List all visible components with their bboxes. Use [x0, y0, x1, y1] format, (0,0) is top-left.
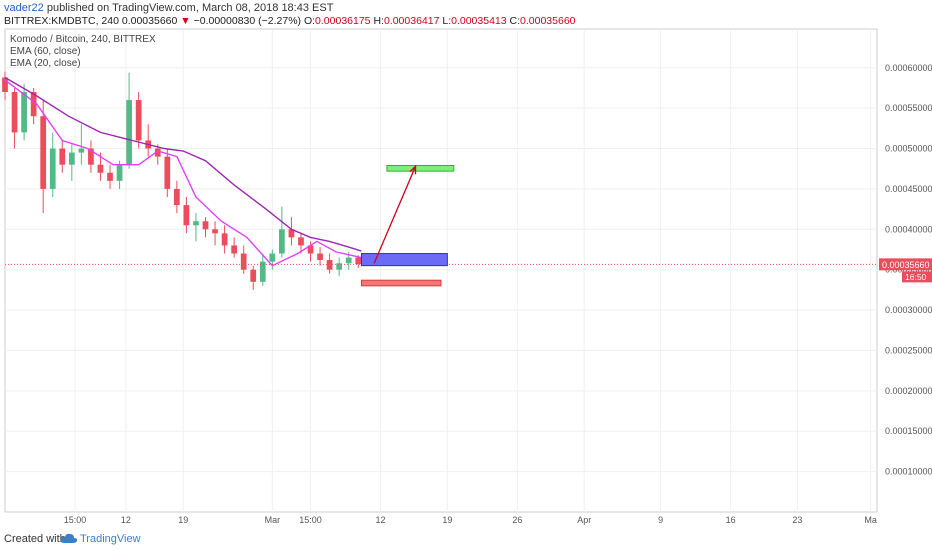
x-tick-label: Ma — [864, 515, 877, 525]
close-value: 0.00035660 — [520, 15, 576, 27]
high-value: 0.00036417 — [383, 15, 440, 27]
y-tick-label: 0.00030000 — [885, 305, 932, 315]
footer: Created with TradingView — [0, 528, 932, 550]
low-label: L: — [442, 15, 452, 27]
close-label: C: — [509, 15, 521, 27]
x-tick-label: Mar — [265, 515, 281, 525]
candle-body — [193, 221, 199, 226]
x-tick-label: 26 — [512, 515, 522, 525]
candle-body — [221, 233, 228, 246]
publish-text: published on TradingView.com, March 08, … — [46, 2, 334, 14]
arrow-head-icon — [409, 164, 417, 175]
y-tick-label: 0.00060000 — [885, 63, 932, 73]
ema20-line — [4, 79, 362, 267]
price-label-bg — [879, 258, 932, 271]
candle-body — [116, 164, 123, 181]
entry-zone-box — [360, 253, 448, 267]
price-chart[interactable]: 0.00060000 0.00055000 0.00050000 0.00045000… — [0, 0, 932, 528]
candle-body — [173, 188, 180, 206]
candle-body — [68, 152, 75, 165]
countdown-label: 16:50 — [905, 272, 927, 282]
candle-body — [345, 257, 352, 264]
target-zone-box — [386, 165, 455, 172]
candle-body — [59, 148, 66, 165]
candle-body — [307, 245, 314, 254]
price-change: −0.00000830 (−2.27%) — [193, 15, 302, 27]
candle-body — [355, 257, 362, 265]
candle-body — [88, 148, 94, 165]
publish-line: vader22 published on TradingView.com, Ma… — [4, 2, 333, 14]
x-tick-label: 16 — [726, 515, 736, 525]
tradingview-link[interactable]: TradingView — [80, 533, 141, 545]
x-tick-label: 19 — [178, 515, 188, 525]
candle-body — [336, 263, 343, 270]
x-tick-label: 12 — [376, 515, 386, 525]
created-with-text: Created with — [4, 533, 66, 545]
symbol-label: BITTREX:KMDBTC, 240 — [4, 15, 119, 27]
candle-body — [49, 148, 56, 189]
down-arrow-icon: ▼ — [180, 15, 191, 27]
candle-body — [279, 229, 285, 254]
candle-body — [164, 156, 171, 189]
x-tick-label: 12 — [121, 515, 131, 525]
candle-body — [269, 253, 276, 262]
x-tick-label: 19 — [442, 515, 452, 525]
high-label: H: — [373, 15, 384, 27]
cloud-icon — [60, 533, 78, 543]
candle-body — [317, 253, 323, 260]
ema60-line — [4, 76, 362, 252]
symbol-line: BITTREX:KMDBTC, 240 0.00035660 ▼ −0.0000… — [4, 15, 576, 27]
candle-body — [231, 245, 238, 254]
x-tick-label: 15:00 — [64, 515, 87, 525]
countdown-bg — [902, 271, 932, 283]
x-tick-label: 15:00 — [299, 515, 322, 525]
candle-body — [183, 205, 190, 226]
open-value: 0.00036175 — [315, 15, 371, 27]
candle-body — [30, 92, 37, 117]
candle-body — [126, 100, 132, 165]
legend-ema20: EMA (20, close) — [10, 58, 81, 69]
author-link[interactable]: vader22 — [4, 2, 44, 14]
y-tick-label: 0.00020000 — [885, 386, 932, 396]
candle-body — [250, 269, 257, 282]
y-tick-label: 0.00010000 — [885, 467, 932, 477]
candle-body — [135, 100, 142, 141]
y-tick-label: 0.00040000 — [885, 224, 932, 234]
chart-header: vader22 published on TradingView.com, Ma… — [0, 0, 932, 28]
last-price: 0.00035660 — [121, 15, 178, 27]
x-tick-label: 23 — [792, 515, 802, 525]
y-tick-label: 0.00050000 — [885, 144, 932, 154]
candle-body — [11, 92, 18, 133]
low-value: 0.00035413 — [451, 15, 507, 27]
candle-body — [288, 229, 295, 238]
candle-body — [212, 229, 218, 234]
candle-body — [107, 172, 113, 181]
candle-body — [40, 116, 47, 189]
x-tick-label: Apr — [577, 515, 591, 525]
candle-body — [240, 253, 247, 270]
legend-title: Komodo / Bitcoin, 240, BITTREX — [10, 34, 156, 45]
y-tick-label: 0.00015000 — [885, 426, 932, 436]
current-price-label: 0.00035660 — [882, 260, 930, 270]
stop-zone-box — [360, 279, 442, 287]
open-label: O: — [303, 15, 316, 27]
candle-body — [2, 77, 8, 92]
candle-body — [78, 148, 85, 153]
candle-body — [298, 237, 304, 246]
y-tick-label: 0.00025000 — [885, 345, 932, 355]
candle-body — [97, 164, 104, 173]
legend-ema60: EMA (60, close) — [10, 46, 81, 57]
candle-body — [202, 221, 209, 230]
candle-body — [259, 261, 266, 282]
candle-body — [21, 92, 27, 133]
target-arrow — [373, 166, 417, 264]
candle-body — [154, 148, 161, 157]
x-tick-label: 9 — [658, 515, 663, 525]
y-tick-label: 0.00045000 — [885, 184, 932, 194]
y-tick-label: 0.00055000 — [885, 103, 932, 113]
